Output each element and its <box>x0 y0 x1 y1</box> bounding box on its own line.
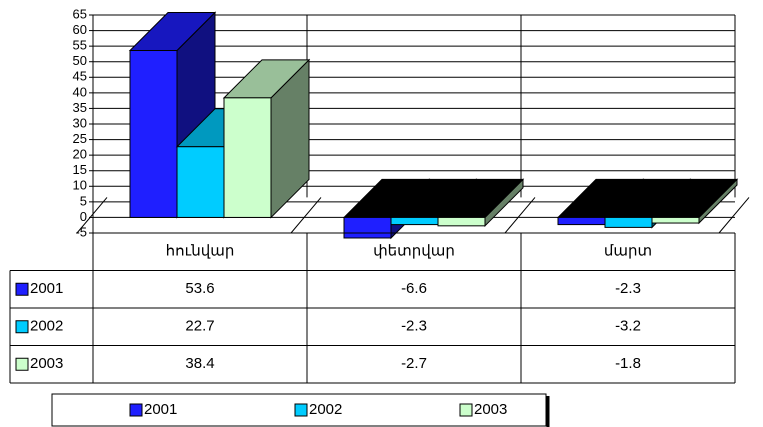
row-label: 2001 <box>30 280 63 297</box>
y-tick-label: 15 <box>73 162 87 177</box>
row-label: 2002 <box>30 318 63 335</box>
category-label: մարտ <box>604 243 652 260</box>
y-tick-label: 25 <box>73 131 87 146</box>
y-tick-label: 0 <box>80 209 87 224</box>
bar <box>390 216 439 226</box>
bar <box>129 50 178 218</box>
bar <box>651 216 700 224</box>
y-tick-label: 5 <box>80 193 87 208</box>
y-tick-label: 40 <box>73 84 87 99</box>
table-value: 38.4 <box>185 355 214 372</box>
legend-key <box>15 320 29 334</box>
bar <box>557 216 606 226</box>
legend-label: 2003 <box>474 401 507 418</box>
table-value: 22.7 <box>185 318 214 335</box>
y-tick-label: 10 <box>73 178 87 193</box>
floor-line <box>718 197 750 234</box>
y-tick-label: 35 <box>73 100 87 115</box>
category-label: փետրվար <box>373 243 455 260</box>
floor-line <box>290 197 322 234</box>
table-value: -2.3 <box>615 280 641 297</box>
table-value: 53.6 <box>185 280 214 297</box>
category-label: հունվար <box>166 243 235 260</box>
table-value: -3.2 <box>615 318 641 335</box>
bar <box>437 216 486 227</box>
legend-label: 2001 <box>144 401 177 418</box>
floor-line <box>76 197 108 234</box>
legend-key <box>15 357 29 371</box>
table-value: -1.8 <box>615 355 641 372</box>
row-label: 2003 <box>30 355 63 372</box>
y-tick-label: 30 <box>73 115 87 130</box>
table-value: -2.7 <box>401 355 427 372</box>
bar <box>604 216 653 228</box>
y-tick-label: -5 <box>75 224 87 239</box>
legend-key <box>129 403 143 417</box>
y-tick-label: 45 <box>73 69 87 84</box>
legend-key <box>459 403 473 417</box>
bar <box>343 216 392 239</box>
legend-key <box>15 282 29 296</box>
y-tick-label: 50 <box>73 53 87 68</box>
legend-label: 2002 <box>309 401 342 418</box>
y-tick-label: 55 <box>73 38 87 53</box>
table-value: -2.3 <box>401 318 427 335</box>
table-value: -6.6 <box>401 280 427 297</box>
legend-key <box>294 403 308 417</box>
bar <box>176 146 225 218</box>
y-tick-label: 65 <box>73 6 87 21</box>
y-tick-label: 20 <box>73 147 87 162</box>
floor-line <box>504 197 536 234</box>
y-tick-label: 60 <box>73 22 87 37</box>
bar <box>223 97 272 218</box>
